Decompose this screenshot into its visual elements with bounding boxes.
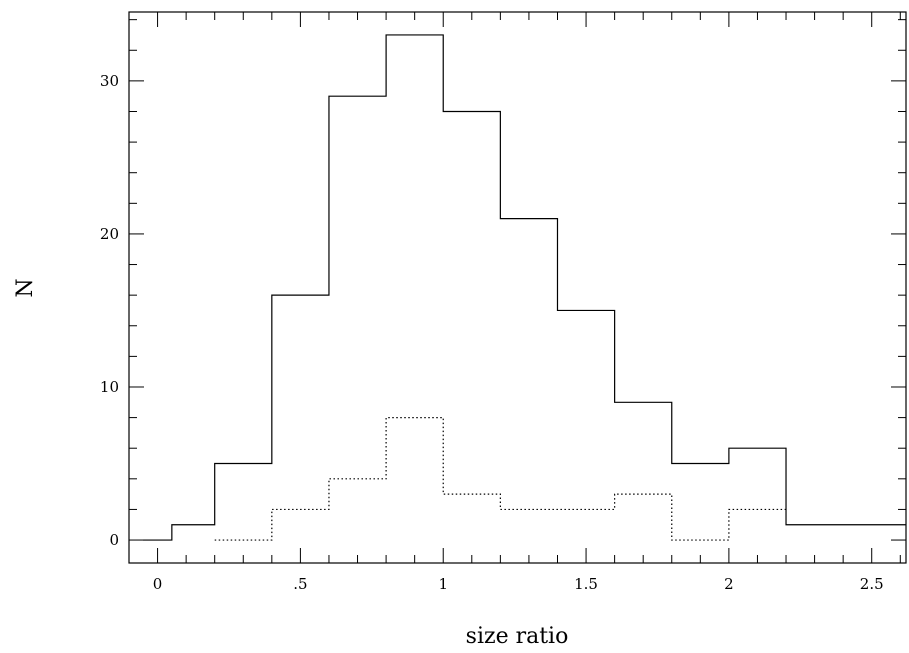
y-tick-label: 20: [100, 225, 119, 243]
histogram-dotted-series: [214, 417, 787, 541]
y-tick-label: 10: [100, 378, 119, 396]
x-axis-label: size ratio: [466, 624, 569, 649]
y-tick-labels: 0 10 20 30: [100, 72, 119, 549]
y-tick-label: 0: [109, 531, 119, 549]
histogram-series: [143, 34, 906, 541]
plot-frame: [128, 11, 907, 564]
x-tick-label: .5: [293, 575, 307, 593]
y-tick-label: 30: [100, 72, 119, 90]
x-tick-label: 0: [153, 575, 163, 593]
y-axis-label: N: [13, 278, 38, 297]
x-tick-labels: 0 .5 1 1.5 2 2.5: [153, 575, 884, 593]
histogram-solid-series: [143, 34, 906, 541]
x-tick-label: 1: [438, 575, 448, 593]
axis-ticks: [128, 12, 906, 563]
x-tick-label: 2.5: [860, 575, 884, 593]
x-tick-label: 2: [724, 575, 734, 593]
x-tick-label: 1.5: [574, 575, 598, 593]
